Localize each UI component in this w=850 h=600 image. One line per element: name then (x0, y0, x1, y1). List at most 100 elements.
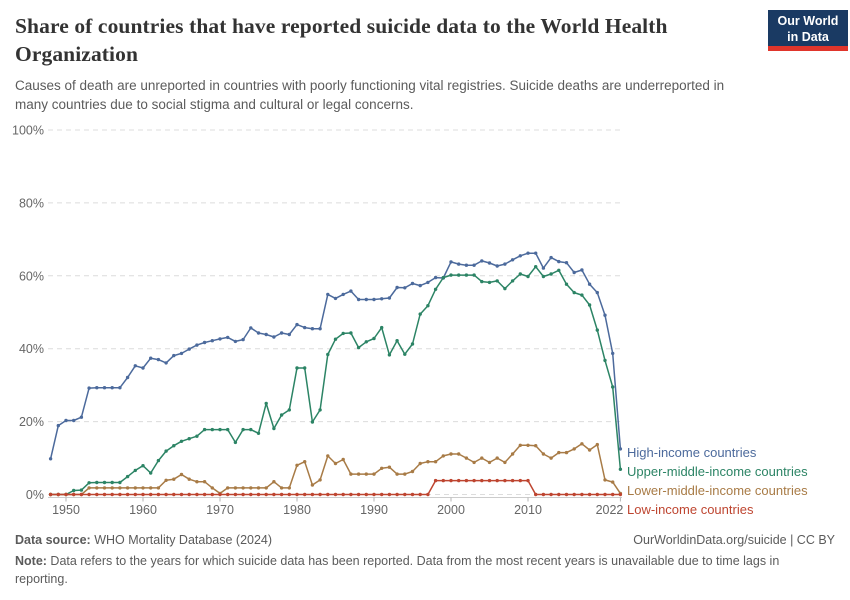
point-low-income-countries-1966 (187, 492, 191, 497)
point-low-income-countries-1998 (433, 478, 438, 483)
point-upper-middle-income-countries-1977 (272, 426, 276, 431)
point-lower-middle-income-countries-1966 (187, 477, 191, 481)
point-upper-middle-income-countries-2007 (503, 286, 507, 291)
point-lower-middle-income-countries-2018 (587, 448, 592, 452)
point-upper-middle-income-countries-2008 (510, 279, 515, 283)
point-upper-middle-income-countries-2019 (595, 328, 599, 332)
point-upper-middle-income-countries-1979 (287, 408, 291, 412)
point-low-income-countries-1996 (418, 492, 422, 497)
point-low-income-countries-2008 (510, 478, 515, 483)
point-high-income-countries-2016 (572, 270, 576, 275)
point-upper-middle-income-countries-1987 (349, 331, 353, 335)
point-high-income-countries-1970 (218, 337, 222, 341)
point-lower-middle-income-countries-1991 (380, 466, 384, 470)
point-low-income-countries-1988 (356, 492, 361, 497)
license-link[interactable]: OurWorldinData.org/suicide | CC BY (633, 533, 835, 547)
point-low-income-countries-1962 (156, 492, 161, 497)
point-high-income-countries-2007 (503, 262, 507, 266)
point-lower-middle-income-countries-1972 (233, 486, 238, 490)
point-lower-middle-income-countries-1975 (256, 486, 261, 490)
point-upper-middle-income-countries-1955 (102, 480, 107, 485)
point-upper-middle-income-countries-2011 (534, 265, 538, 269)
point-high-income-countries-1968 (202, 340, 207, 345)
point-low-income-countries-2009 (518, 478, 522, 483)
point-upper-middle-income-countries-1981 (303, 366, 307, 370)
point-low-income-countries-2007 (503, 478, 507, 483)
chart-header: Share of countries that have reported su… (15, 12, 755, 115)
point-upper-middle-income-countries-2014 (557, 268, 561, 272)
point-high-income-countries-1989 (364, 297, 368, 302)
point-low-income-countries-1964 (172, 492, 176, 497)
point-lower-middle-income-countries-1973 (241, 486, 245, 490)
point-upper-middle-income-countries-1954 (95, 480, 99, 485)
point-low-income-countries-1961 (149, 492, 153, 497)
point-lower-middle-income-countries-2001 (457, 452, 461, 456)
point-high-income-countries-1998 (433, 275, 438, 280)
point-lower-middle-income-countries-2009 (518, 443, 522, 447)
point-lower-middle-income-countries-2016 (572, 447, 576, 451)
point-lower-middle-income-countries-1956 (110, 486, 114, 490)
point-upper-middle-income-countries-1997 (426, 304, 430, 308)
point-low-income-countries-1990 (372, 492, 376, 497)
point-lower-middle-income-countries-2014 (557, 450, 561, 455)
point-upper-middle-income-countries-1967 (195, 434, 199, 438)
point-low-income-countries-1960 (141, 492, 145, 497)
point-upper-middle-income-countries-1980 (295, 366, 299, 370)
point-low-income-countries-1978 (279, 492, 284, 497)
point-lower-middle-income-countries-2012 (541, 452, 546, 456)
point-upper-middle-income-countries-1965 (179, 439, 184, 443)
point-lower-middle-income-countries-2021 (611, 480, 615, 484)
point-lower-middle-income-countries-2017 (580, 442, 584, 446)
point-lower-middle-income-countries-1960 (141, 486, 145, 490)
point-high-income-countries-1953 (87, 386, 91, 390)
point-low-income-countries-1954 (95, 492, 99, 497)
point-low-income-countries-1973 (241, 492, 245, 497)
point-upper-middle-income-countries-1996 (418, 312, 422, 316)
point-lower-middle-income-countries-1997 (426, 460, 430, 464)
point-high-income-countries-1961 (149, 356, 153, 360)
point-lower-middle-income-countries-1980 (295, 463, 299, 467)
point-high-income-countries-2015 (564, 261, 569, 265)
point-low-income-countries-1959 (133, 492, 137, 497)
point-low-income-countries-1983 (318, 492, 322, 497)
point-upper-middle-income-countries-1994 (403, 352, 407, 356)
x-tick-label: 1970 (206, 503, 234, 517)
point-upper-middle-income-countries-1964 (172, 444, 176, 448)
point-low-income-countries-1997 (426, 492, 430, 497)
point-high-income-countries-2003 (472, 263, 476, 267)
point-high-income-countries-1972 (233, 339, 238, 344)
point-low-income-countries-1979 (287, 492, 291, 497)
point-low-income-countries-1956 (110, 492, 114, 497)
point-upper-middle-income-countries-2001 (457, 273, 461, 277)
point-upper-middle-income-countries-2022 (618, 467, 623, 471)
point-upper-middle-income-countries-2017 (580, 293, 584, 297)
point-high-income-countries-1982 (310, 327, 315, 331)
point-high-income-countries-2018 (587, 282, 592, 286)
point-lower-middle-income-countries-2008 (510, 452, 515, 456)
owid-logo-line2: in Data (787, 30, 829, 45)
point-high-income-countries-1997 (426, 280, 430, 285)
point-low-income-countries-1977 (272, 492, 276, 497)
point-upper-middle-income-countries-1999 (441, 275, 445, 280)
point-low-income-countries-1967 (195, 492, 199, 497)
point-upper-middle-income-countries-1975 (256, 431, 261, 435)
point-lower-middle-income-countries-1977 (272, 480, 276, 484)
point-lower-middle-income-countries-1996 (418, 461, 422, 466)
point-upper-middle-income-countries-1966 (187, 437, 191, 441)
point-lower-middle-income-countries-1978 (279, 486, 284, 490)
point-low-income-countries-2005 (487, 478, 492, 483)
point-low-income-countries-1991 (380, 492, 384, 497)
point-high-income-countries-1948 (48, 457, 53, 461)
point-low-income-countries-1969 (210, 492, 214, 497)
point-high-income-countries-1954 (95, 386, 99, 390)
point-upper-middle-income-countries-1953 (87, 481, 91, 485)
point-low-income-countries-1951 (72, 492, 76, 497)
point-high-income-countries-1991 (380, 297, 384, 301)
point-low-income-countries-1985 (333, 492, 338, 497)
point-low-income-countries-2012 (541, 492, 546, 497)
point-lower-middle-income-countries-2000 (449, 452, 453, 456)
point-high-income-countries-2019 (595, 290, 599, 295)
point-low-income-countries-1982 (310, 492, 315, 497)
y-tick-label: 80% (19, 196, 44, 210)
